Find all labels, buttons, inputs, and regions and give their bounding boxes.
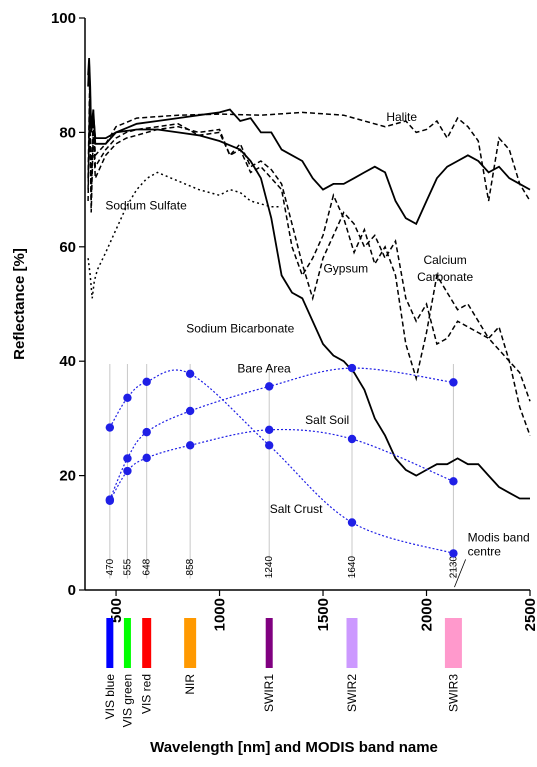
y-tick-label: 80 — [59, 124, 76, 141]
curve-label: Salt Crust — [270, 502, 323, 516]
modis-point — [123, 393, 132, 403]
spectrum-line-calcium-carbonate — [87, 103, 531, 436]
band-bar-nir — [184, 618, 197, 668]
curve-label: Halite — [386, 110, 417, 124]
modis-point — [347, 363, 357, 373]
modis-point — [265, 382, 274, 391]
x-tick-label: 2500 — [522, 598, 537, 631]
band-bar-swir3 — [444, 618, 462, 668]
modis-point — [347, 518, 357, 527]
band-bar-vis-red — [142, 618, 152, 668]
band-name-label: SWIR2 — [345, 674, 359, 712]
y-tick-label: 100 — [51, 10, 76, 27]
modis-point — [449, 378, 458, 387]
band-centre-label: 1240 — [264, 556, 275, 579]
band-name-label: SWIR1 — [262, 674, 276, 712]
band-centre-label: 648 — [142, 558, 153, 575]
axes — [84, 18, 530, 591]
band-name-label: VIS red — [140, 674, 154, 714]
modis-point — [105, 496, 115, 505]
x-tick-label: 500 — [108, 598, 125, 623]
band-name-label: VIS blue — [103, 674, 117, 720]
modis-band-bars: VIS blue VIS green VIS red NIR SWIR1 SWIR2 SWI… — [103, 618, 462, 727]
y-tick-label: 0 — [68, 582, 76, 599]
modis-line-bare-area — [109, 367, 454, 500]
curve-label: Carbonate — [417, 270, 473, 284]
curve-labels: Halite Sodium Sulfate Gypsum Calcium Carbona… — [105, 110, 530, 588]
centre-annotation-text: Modis band — [468, 530, 530, 544]
band-bar-swir1 — [265, 618, 273, 668]
modis-point-series — [105, 363, 458, 558]
modis-line-salt-soil — [109, 428, 454, 502]
y-tick-label: 20 — [59, 468, 76, 485]
x-tick-label: 2000 — [419, 598, 436, 631]
band-bar-swir2 — [346, 618, 358, 668]
spectra-curves — [87, 57, 531, 500]
curve-label: Gypsum — [323, 262, 368, 276]
curve-label: Sodium Bicarbonate — [186, 322, 294, 336]
modis-point — [265, 425, 274, 435]
spectrum-line-unlabeled — [87, 57, 531, 226]
band-bar-vis-blue — [106, 618, 114, 668]
modis-point — [449, 549, 458, 558]
spectrum-line-gypsum — [87, 98, 531, 402]
band-name-label: VIS green — [120, 674, 134, 727]
modis-point — [123, 454, 132, 463]
modis-point — [185, 369, 195, 378]
modis-line-salt-crust — [109, 369, 454, 554]
band-centre-label: 2130 — [448, 556, 459, 579]
y-tick-label: 40 — [59, 353, 76, 370]
modis-point — [185, 406, 195, 416]
curve-label: Salt Soil — [305, 413, 349, 427]
band-centre-label: 1640 — [347, 556, 358, 579]
band-bar-vis-green — [123, 618, 131, 668]
curve-label: Calcium — [423, 253, 466, 267]
curve-label: Sodium Sulfate — [105, 199, 187, 213]
band-name-label: SWIR3 — [446, 674, 460, 712]
modis-point — [123, 466, 132, 476]
band-centre-label: 470 — [105, 558, 116, 575]
y-tick-label: 60 — [59, 239, 76, 256]
modis-point — [449, 477, 458, 486]
modis-point — [105, 423, 115, 432]
modis-point — [265, 441, 274, 450]
x-tick-label: 1000 — [212, 598, 229, 631]
modis-point — [142, 453, 151, 463]
band-name-label: NIR — [183, 674, 197, 695]
modis-point — [347, 434, 357, 444]
spectrum-line-sodium-sulfate — [87, 171, 282, 299]
band-centre-lines: 470 555 648 858 1240 1640 2130 — [105, 364, 459, 579]
modis-point — [142, 377, 151, 386]
modis-point — [142, 427, 151, 437]
curve-label: Bare Area — [237, 362, 291, 376]
centre-annotation-text: centre — [468, 544, 502, 558]
x-axis-title: Wavelength [nm] and MODIS band name — [150, 739, 438, 756]
spectrum-line-halite — [87, 86, 531, 202]
y-axis-title: Reflectance [%] — [11, 248, 28, 360]
modis-point — [185, 441, 195, 450]
centre-annotation-arrow — [454, 559, 466, 588]
band-centre-label: 555 — [122, 558, 133, 575]
axis-ticks: 0 20 40 60 80 100 500 1000 1500 2000 2500 — [51, 10, 537, 631]
x-tick-label: 1500 — [315, 598, 332, 631]
band-centre-label: 858 — [185, 558, 196, 575]
